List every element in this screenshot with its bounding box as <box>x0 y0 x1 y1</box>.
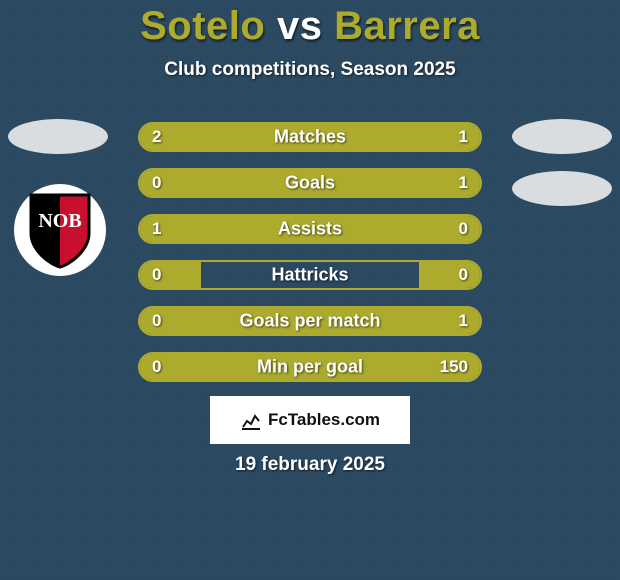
stat-value-b: 0 <box>459 219 468 239</box>
vs-text: vs <box>277 4 323 48</box>
club-b-logo <box>512 171 612 206</box>
stat-value-a: 0 <box>152 173 161 193</box>
snapshot-date: 19 february 2025 <box>0 454 620 476</box>
stat-label: Assists <box>140 219 480 240</box>
chart-icon <box>240 409 262 431</box>
stat-row: Assists1 0 <box>138 214 482 244</box>
stat-row: Matches2 1 <box>138 122 482 152</box>
stat-label: Hattricks <box>140 265 480 286</box>
club-a-shield-text: NOB <box>38 210 81 232</box>
stat-label: Matches <box>140 127 480 148</box>
stat-row: Min per goal0 150 <box>138 352 482 382</box>
shield-icon: NOB <box>27 191 93 269</box>
stats-bar-chart: Matches21Goals01Assists10Hattricks00Goal… <box>138 122 482 398</box>
stat-label: Goals <box>140 173 480 194</box>
stat-label: Min per goal <box>140 357 480 378</box>
player-b-avatar <box>512 119 612 154</box>
stat-value-b: 1 <box>459 173 468 193</box>
player-b-name: Barrera <box>334 4 480 48</box>
stat-value-b: 1 <box>459 311 468 331</box>
subtitle: Club competitions, Season 2025 <box>0 59 620 81</box>
source-badge: FcTables.com <box>210 396 410 444</box>
stat-value-a: 0 <box>152 265 161 285</box>
stat-value-a: 0 <box>152 357 161 377</box>
stat-row: Goals0 1 <box>138 168 482 198</box>
stat-row: Hattricks0 0 <box>138 260 482 290</box>
stat-value-a: 1 <box>152 219 161 239</box>
comparison-title: Sotelo vs Barrera <box>0 0 620 49</box>
player-a-avatar <box>8 119 108 154</box>
stat-value-a: 2 <box>152 127 161 147</box>
source-text: FcTables.com <box>268 410 380 430</box>
stat-value-b: 0 <box>459 265 468 285</box>
stat-value-a: 0 <box>152 311 161 331</box>
stat-value-b: 150 <box>440 357 468 377</box>
stat-label: Goals per match <box>140 311 480 332</box>
stat-row: Goals per match0 1 <box>138 306 482 336</box>
stat-value-b: 1 <box>459 127 468 147</box>
club-a-logo: NOB <box>14 184 106 276</box>
player-a-name: Sotelo <box>140 4 265 48</box>
